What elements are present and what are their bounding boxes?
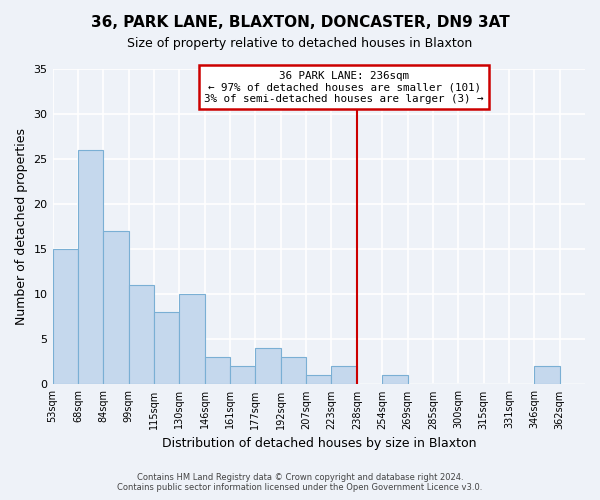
X-axis label: Distribution of detached houses by size in Blaxton: Distribution of detached houses by size … (161, 437, 476, 450)
Bar (154, 312, 179, 384)
Text: 36, PARK LANE, BLAXTON, DONCASTER, DN9 3AT: 36, PARK LANE, BLAXTON, DONCASTER, DN9 3… (91, 15, 509, 30)
Y-axis label: Number of detached properties: Number of detached properties (15, 128, 28, 325)
Bar (103, 231, 128, 384)
Bar (179, 294, 205, 384)
Bar (281, 358, 306, 384)
Bar (534, 366, 560, 384)
Bar (256, 348, 281, 384)
Bar (331, 366, 357, 384)
Bar (205, 358, 230, 384)
Bar (78, 150, 103, 384)
Bar (128, 286, 154, 384)
Bar (230, 366, 256, 384)
Bar (306, 376, 331, 384)
Text: 36 PARK LANE: 236sqm
← 97% of detached houses are smaller (101)
3% of semi-detac: 36 PARK LANE: 236sqm ← 97% of detached h… (205, 71, 484, 104)
Text: Contains HM Land Registry data © Crown copyright and database right 2024.
Contai: Contains HM Land Registry data © Crown c… (118, 473, 482, 492)
Text: Size of property relative to detached houses in Blaxton: Size of property relative to detached ho… (127, 38, 473, 51)
Bar (53, 249, 78, 384)
Bar (382, 376, 407, 384)
